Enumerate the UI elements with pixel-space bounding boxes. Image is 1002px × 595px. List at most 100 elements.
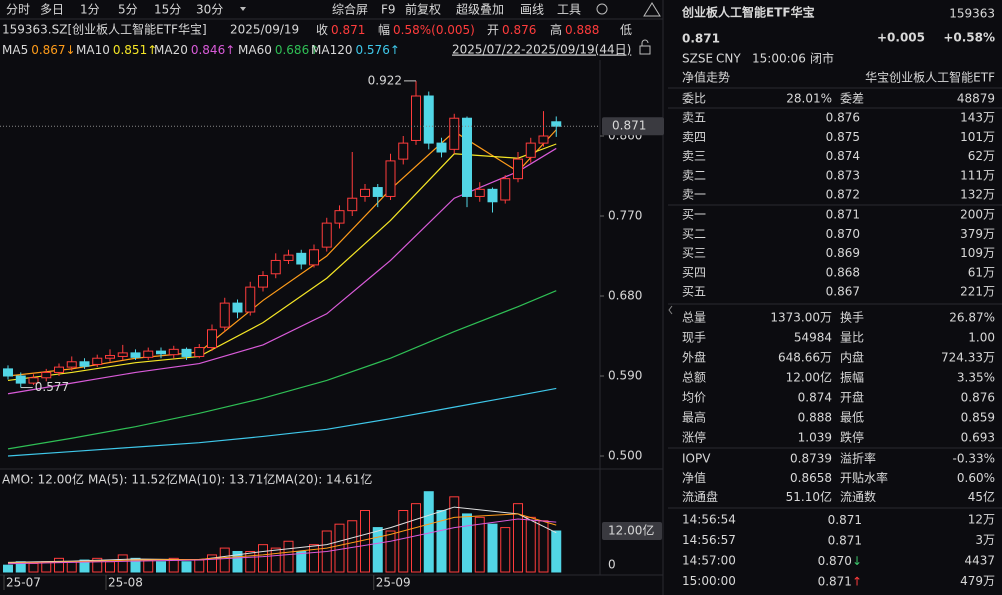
meta: 闭市 (810, 51, 834, 66)
x-tick-label: 25-07 (6, 576, 41, 590)
book-label: 卖三 (682, 149, 706, 163)
tick-direction: ↑ (852, 574, 862, 588)
candle-body (41, 371, 52, 379)
volume-bar (79, 559, 90, 573)
last-price-label: 0.871 (612, 119, 646, 133)
toolbar-button[interactable]: 画线 (520, 3, 544, 17)
row-label: 委差 (840, 92, 864, 106)
tick-price: 0.871 (828, 533, 862, 547)
row-label: 量比 (840, 331, 864, 345)
security-code: 159363 (949, 7, 995, 21)
ma-line (7, 290, 557, 450)
candle-body (181, 348, 192, 357)
alert-icon[interactable] (643, 2, 661, 17)
row-value: 0.888 (798, 411, 832, 425)
dropdown-icon[interactable] (240, 7, 246, 11)
toolbar-button[interactable]: 15分 (154, 3, 181, 17)
tick-direction: ↓ (852, 554, 862, 568)
collapse-icon[interactable] (668, 305, 673, 315)
row-value: 54984 (794, 331, 832, 345)
volume-bar (3, 564, 13, 573)
tick-time: 14:56:57 (682, 533, 736, 547)
row-label: 最高 (682, 410, 706, 425)
tick-volume: 479万 (960, 574, 995, 588)
toolbar-button[interactable]: 综合屏 (332, 2, 368, 17)
toolbar-button[interactable]: F9 (381, 3, 396, 17)
book-label: 卖一 (682, 188, 706, 202)
meta: CNY (716, 52, 741, 66)
volume-bar (500, 527, 511, 573)
candle-body (3, 368, 13, 377)
row-value: 12.00亿 (786, 370, 832, 385)
row-label: 振幅 (840, 370, 864, 385)
x-tick-label: 25-09 (376, 576, 411, 590)
volume-bar (372, 527, 383, 573)
volume-bar (398, 510, 409, 573)
candle-body (462, 117, 472, 197)
fund-name: 华宝创业板人工智能ETF (865, 70, 995, 85)
toolbar-button[interactable]: 工具 (557, 3, 581, 17)
volume-bar (219, 547, 230, 573)
volume-bar (92, 557, 103, 573)
row-label: 委比 (682, 92, 706, 106)
candle-body (117, 352, 128, 357)
row-value: 45亿 (968, 489, 995, 504)
date-range[interactable]: 2025/07/22-2025/09/19(44日) (452, 43, 631, 57)
tick-volume: 3万 (975, 533, 995, 547)
tick-time: 15:00:00 (682, 574, 736, 588)
lock-icon[interactable] (639, 39, 651, 55)
volume-bar (487, 523, 498, 573)
book-volume: 111万 (960, 168, 995, 182)
row-label: 跌停 (840, 430, 864, 445)
y-tick-label: 0.590 (608, 369, 642, 383)
ma-legend: MA60 0.686↑ (238, 43, 319, 57)
candle-body (334, 210, 345, 224)
toolbar-button[interactable]: 多日 (40, 3, 64, 17)
volume-bar (296, 551, 307, 573)
volume-tag-label: 12.00亿 (608, 523, 654, 538)
volume-legend: MA(20): 14.61亿 (275, 472, 372, 487)
ma-value: 0.867↓ (31, 43, 75, 57)
toolbar-button[interactable]: 超级叠加 (456, 2, 504, 17)
candle-body (219, 302, 230, 328)
row-label: 总量 (682, 311, 706, 325)
volume-bar (309, 544, 319, 573)
candle-body (245, 286, 256, 313)
settings-icon[interactable] (596, 3, 608, 15)
ma-value: 0.851↑ (113, 43, 157, 57)
change-pct: +0.58% (943, 31, 995, 45)
field-label: 幅 (378, 22, 390, 37)
ma-line (7, 387, 557, 457)
candle-body (436, 142, 447, 153)
candle-body (513, 158, 523, 180)
row-value: 3.35% (957, 371, 995, 385)
row-label: 净值 (682, 470, 706, 485)
row-value: 0.60% (957, 471, 995, 485)
volume-bar (347, 520, 358, 573)
toolbar-button[interactable]: 30分 (196, 3, 223, 17)
volume-bar (411, 503, 421, 573)
candle-body (258, 275, 268, 288)
row-label: 外盘 (682, 350, 706, 365)
tab[interactable]: 净值走势 (682, 70, 730, 85)
toolbar-button[interactable]: 分时 (6, 3, 30, 17)
volume-ma-line (7, 513, 557, 564)
tick-price-value: 0.871 (818, 574, 852, 588)
candle-body (551, 121, 562, 127)
candle-body (347, 197, 358, 212)
volume-bar (462, 513, 472, 573)
toolbar-button[interactable]: 5分 (118, 3, 138, 17)
row-value: 724.33万 (941, 351, 995, 365)
book-label: 买一 (682, 208, 706, 222)
meta: SZSE (682, 52, 713, 66)
candle-body (321, 222, 332, 248)
row-value: 51.10亿 (786, 489, 832, 504)
volume-bar (525, 516, 536, 573)
toolbar-button[interactable]: 前复权 (405, 2, 441, 17)
last-price-tag (602, 117, 664, 136)
ma-value: 0.846↑ (191, 43, 235, 57)
book-label: 买二 (682, 227, 706, 241)
toolbar-button[interactable]: 1分 (80, 3, 100, 17)
